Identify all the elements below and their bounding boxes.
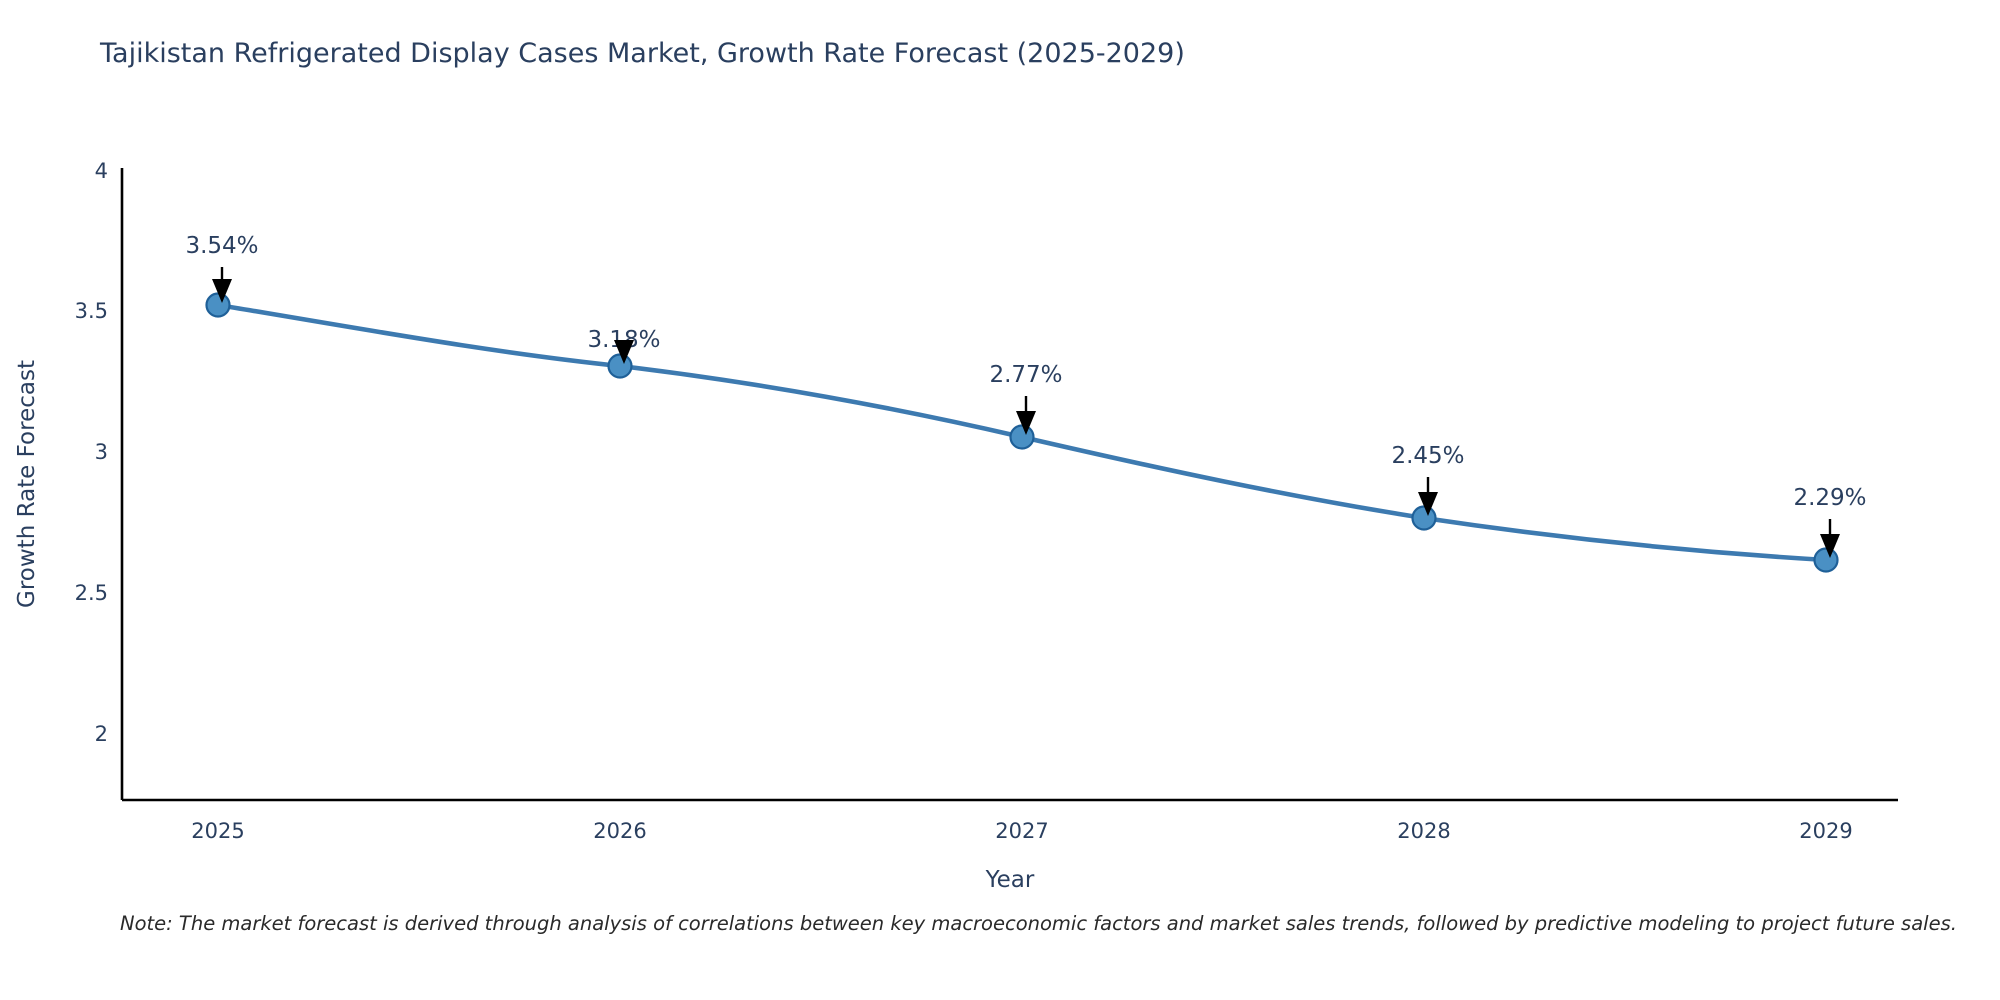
data-point-marker[interactable]: [1411, 505, 1437, 531]
annotation-2029: 2.29%: [1793, 485, 1867, 558]
annotation-arrow-head: [1016, 411, 1036, 435]
x-tick-label: 2027: [995, 819, 1048, 843]
x-axis-title: Year: [985, 867, 1035, 893]
annotation-2025: 3.54%: [185, 233, 259, 303]
annotation-label: 3.54%: [185, 233, 258, 259]
data-point-annotations: 3.54% 3.18% 2.77% 2.45% 2.29%: [185, 233, 1867, 558]
annotation-2026: 3.18%: [587, 327, 661, 364]
annotation-label: 2.45%: [1391, 443, 1464, 469]
x-tick-label: 2025: [191, 819, 244, 843]
annotation-arrow-head: [1418, 492, 1438, 516]
y-axis-ticks: 4 3.5 3 2.5 2: [75, 159, 108, 746]
x-tick-label: 2028: [1397, 819, 1450, 843]
y-axis-title: Growth Rate Forecast: [14, 360, 40, 608]
annotation-label: 2.77%: [989, 362, 1062, 388]
x-tick-label: 2026: [593, 819, 646, 843]
y-tick-label: 2: [95, 722, 108, 746]
chart-title: Tajikistan Refrigerated Display Cases Ma…: [100, 38, 1185, 69]
data-point-marker[interactable]: [607, 353, 633, 379]
x-tick-label: 2029: [1799, 819, 1852, 843]
y-tick-label: 3: [95, 440, 108, 464]
series-markers: [205, 292, 1839, 573]
y-tick-label: 2.5: [75, 581, 108, 605]
annotation-label: 2.29%: [1793, 485, 1866, 511]
annotation-2027: 2.77%: [989, 362, 1063, 435]
annotation-arrow-head: [614, 340, 634, 364]
annotation-arrow-head: [1820, 534, 1840, 558]
chart-footnote: Note: The market forecast is derived thr…: [120, 912, 1957, 935]
annotation-arrow-head: [212, 279, 232, 303]
annotation-2028: 2.45%: [1391, 443, 1465, 516]
data-point-marker[interactable]: [1009, 424, 1035, 450]
y-tick-label: 3.5: [75, 299, 108, 323]
data-point-marker[interactable]: [1813, 547, 1839, 573]
x-axis-ticks: 2025 2026 2027 2028 2029: [191, 819, 1852, 843]
y-tick-label: 4: [95, 159, 108, 183]
data-point-marker[interactable]: [205, 292, 231, 318]
